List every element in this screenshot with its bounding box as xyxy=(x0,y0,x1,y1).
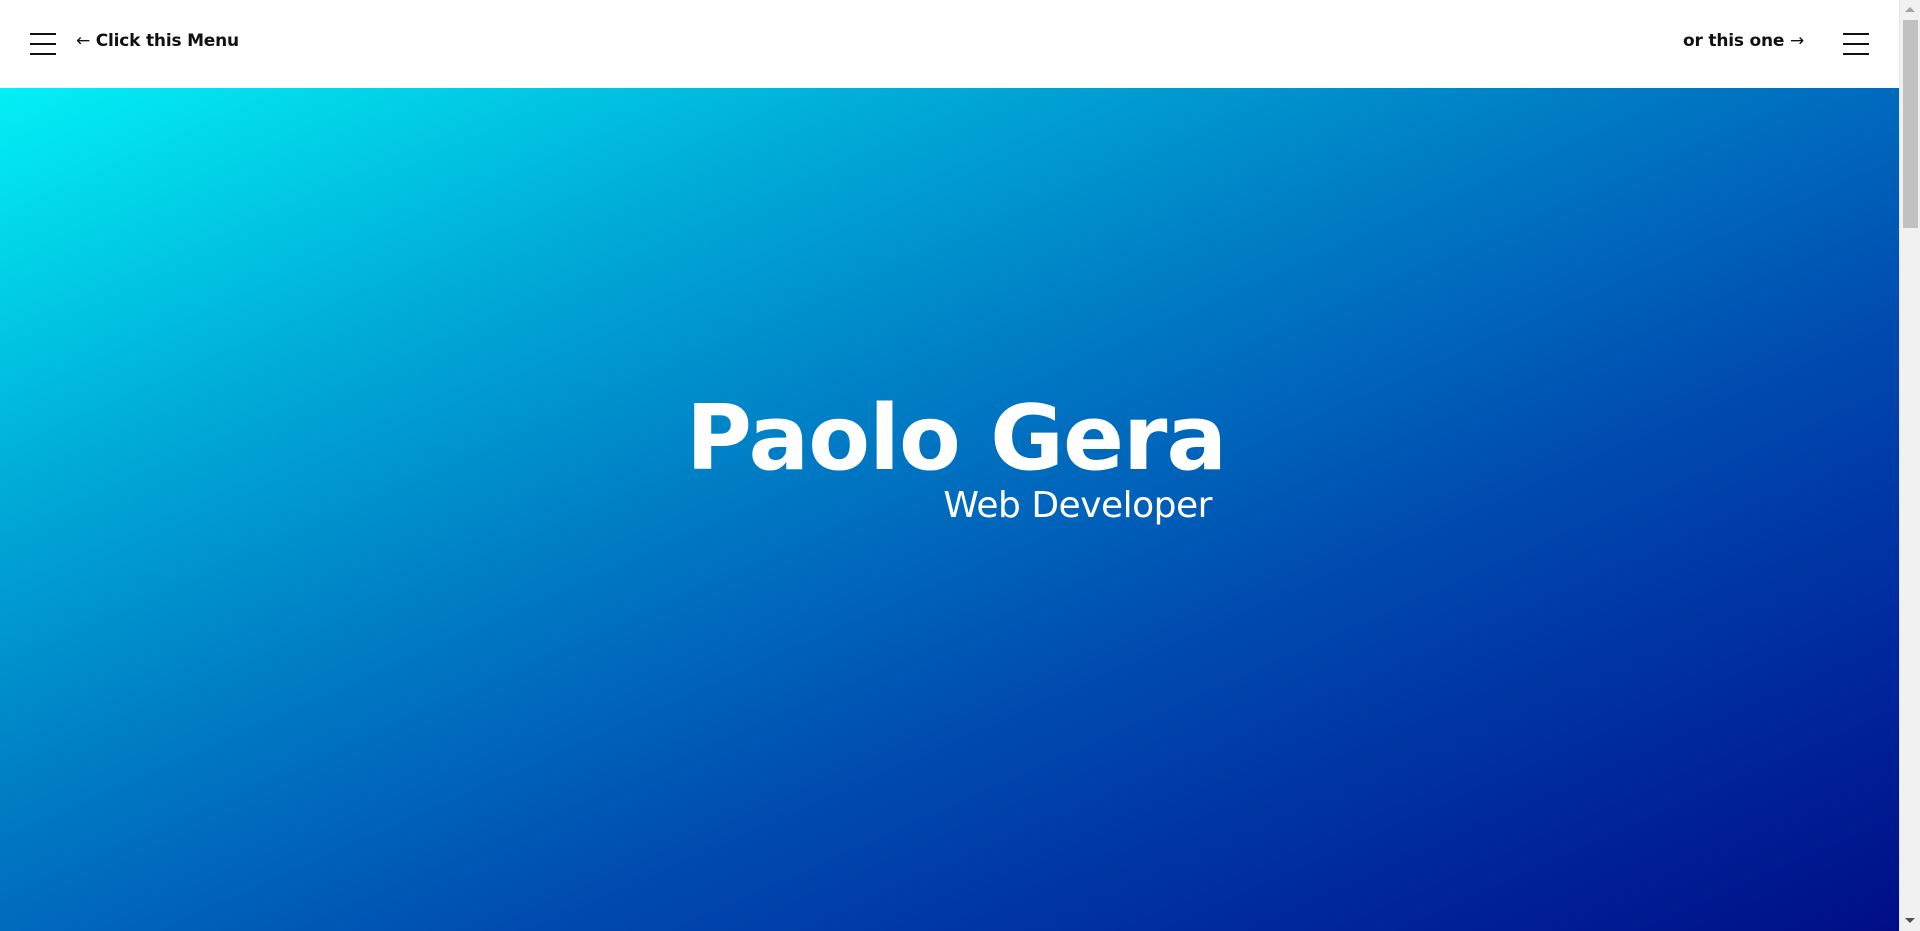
right-menu-icon[interactable] xyxy=(1843,33,1869,55)
right-menu-hint: or this one → xyxy=(1683,31,1804,51)
right-menu-hint-label: or this one xyxy=(1683,31,1785,51)
right-arrow-icon: → xyxy=(1789,31,1804,51)
hero-name: Paolo Gera xyxy=(686,386,1227,491)
left-arrow-icon: ← xyxy=(76,31,91,51)
top-bar: ← Click this Menu or this one → xyxy=(0,0,1899,88)
scroll-up-arrow-icon[interactable] xyxy=(1905,7,1915,12)
scroll-down-arrow-icon[interactable] xyxy=(1905,918,1915,923)
hero-section: Paolo Gera Web Developer xyxy=(0,88,1899,931)
left-menu-hint-label: Click this Menu xyxy=(95,31,239,51)
scrollbar-thumb[interactable] xyxy=(1903,20,1918,228)
hero-title-block: Paolo Gera Web Developer xyxy=(686,386,1227,528)
left-menu-icon[interactable] xyxy=(30,33,56,55)
vertical-scrollbar[interactable] xyxy=(1899,0,1920,931)
hero-role: Web Developer xyxy=(943,485,1212,526)
left-menu-hint: ← Click this Menu xyxy=(76,31,239,51)
